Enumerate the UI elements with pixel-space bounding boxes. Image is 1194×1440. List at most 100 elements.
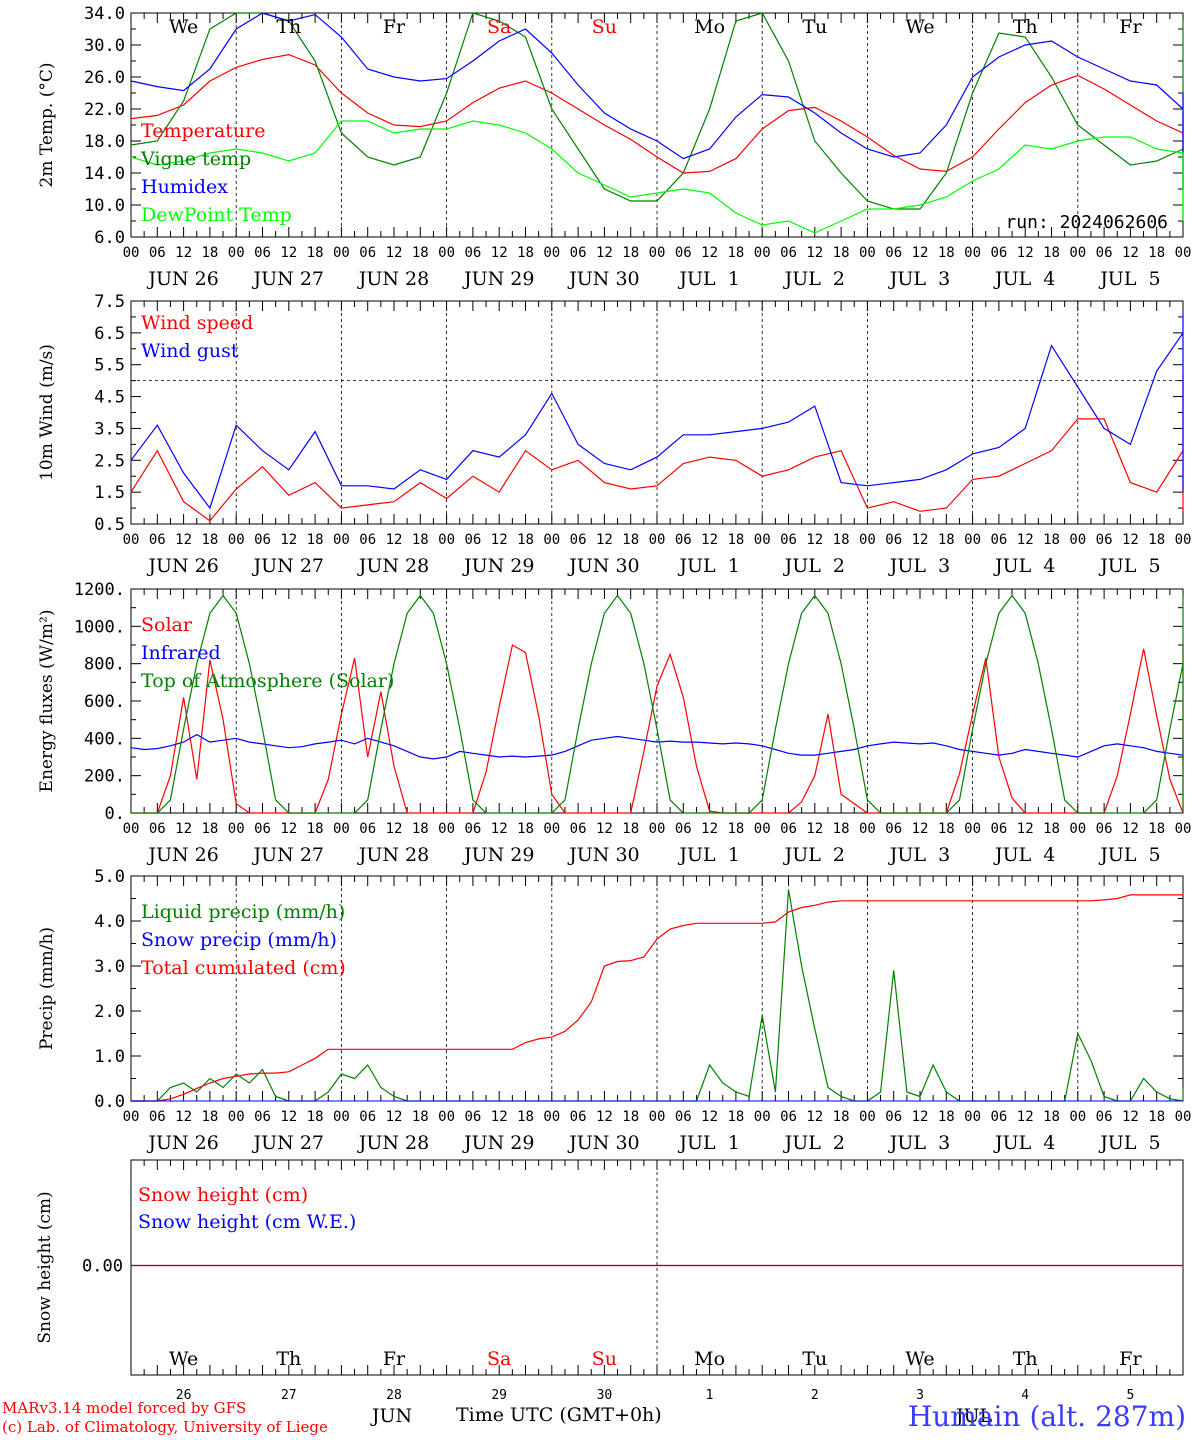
hour-tick-label: 06 — [990, 245, 1007, 261]
date-label: JUN 29 — [462, 1132, 534, 1154]
hour-tick-label: 12 — [806, 532, 823, 548]
legend-entry: Temperature — [141, 120, 265, 142]
hour-tick-label: 06 — [570, 1109, 587, 1125]
hour-tick-label: 00 — [543, 245, 560, 261]
date-label: JUN 30 — [567, 268, 639, 290]
run-annotation: run: 2024062606 — [1005, 212, 1168, 233]
hour-tick-label: 00 — [123, 821, 140, 837]
hour-tick-label: 00 — [333, 532, 350, 548]
legend-entry: Wind gust — [141, 340, 239, 362]
legend-entry: Vigne temp — [140, 148, 251, 170]
legend-entry: Top of Atmosphere (Solar) — [141, 670, 394, 692]
hour-tick-label: 06 — [359, 532, 376, 548]
date-label: JUL 5 — [1098, 844, 1160, 866]
hour-tick-label: 18 — [1043, 532, 1060, 548]
hour-tick-label: 18 — [1043, 821, 1060, 837]
y-tick-label: 6.0 — [94, 228, 125, 248]
weekday-label: Mo — [694, 1348, 725, 1370]
hour-tick-label: 18 — [833, 532, 850, 548]
hour-tick-label: 12 — [1017, 821, 1034, 837]
y-tick-label: 10.0 — [84, 196, 125, 216]
hour-tick-label: 18 — [201, 532, 218, 548]
hour-tick-label: 18 — [412, 821, 429, 837]
y-axis-label: Precip (mm/h) — [37, 927, 57, 1050]
hour-tick-label: 12 — [701, 1109, 718, 1125]
series-line-total-cumulated-cm- — [131, 894, 1184, 1102]
y-axis-label: Snow height (cm) — [35, 1191, 55, 1343]
y-tick-label: 2.5 — [94, 451, 125, 471]
hour-tick-label: 06 — [990, 1109, 1007, 1125]
hour-tick-label: 18 — [517, 532, 534, 548]
hour-tick-label: 06 — [1096, 245, 1113, 261]
y-axis-label: Energy fluxes (W/m²) — [37, 610, 57, 793]
hour-tick-label: 12 — [175, 245, 192, 261]
hour-tick-label: 00 — [649, 532, 666, 548]
hour-tick-label: 00 — [543, 1109, 560, 1125]
hour-tick-label: 12 — [491, 821, 508, 837]
date-label: JUL 5 — [1098, 555, 1160, 577]
date-label: JUN 27 — [252, 1132, 324, 1154]
date-label: JUN 28 — [357, 844, 429, 866]
hour-tick-label: 12 — [912, 821, 929, 837]
hour-tick-label: 06 — [675, 821, 692, 837]
hour-tick-label: 12 — [175, 1109, 192, 1125]
hour-tick-label: 18 — [1148, 532, 1165, 548]
weekday-label: Su — [592, 1348, 617, 1370]
day-number-label: 4 — [1021, 1388, 1029, 1403]
date-label: JUN 29 — [462, 844, 534, 866]
y-tick-label: 4.5 — [94, 388, 125, 408]
hour-tick-label: 00 — [1069, 1109, 1086, 1125]
date-label: JUL 3 — [888, 555, 950, 577]
hour-tick-label: 12 — [806, 1109, 823, 1125]
hour-tick-label: 12 — [280, 821, 297, 837]
hour-tick-label: 12 — [386, 245, 403, 261]
hour-tick-label: 00 — [438, 532, 455, 548]
hour-tick-label: 18 — [201, 245, 218, 261]
legend-entry: Total cumulated (cm) — [141, 957, 346, 979]
hour-tick-label: 06 — [675, 532, 692, 548]
hour-tick-label: 18 — [1148, 1109, 1165, 1125]
hour-tick-label: 06 — [464, 245, 481, 261]
hour-tick-label: 12 — [1017, 1109, 1034, 1125]
hour-tick-label: 12 — [912, 532, 929, 548]
date-label: JUL 1 — [677, 555, 739, 577]
y-axis-label: 10m Wind (m/s) — [37, 344, 57, 481]
y-tick-label: 400. — [84, 729, 125, 749]
hour-tick-label: 00 — [1069, 532, 1086, 548]
day-number-label: 28 — [386, 1388, 402, 1403]
hour-tick-label: 18 — [833, 1109, 850, 1125]
hour-tick-label: 12 — [912, 245, 929, 261]
y-tick-label: 1000. — [74, 617, 125, 637]
hour-tick-label: 12 — [701, 532, 718, 548]
hour-tick-label: 00 — [649, 1109, 666, 1125]
legend-entry: Liquid precip (mm/h) — [141, 901, 345, 923]
date-label: JUL 3 — [888, 268, 950, 290]
hour-tick-label: 00 — [859, 532, 876, 548]
hour-tick-label: 06 — [990, 532, 1007, 548]
hour-tick-label: 12 — [386, 821, 403, 837]
hour-tick-label: 18 — [307, 532, 324, 548]
hour-tick-label: 00 — [754, 245, 771, 261]
series-line-liquid-precip-mm-h- — [131, 889, 1184, 1102]
hour-tick-label: 06 — [359, 821, 376, 837]
hour-tick-label: 06 — [885, 532, 902, 548]
hour-tick-label: 12 — [175, 532, 192, 548]
date-label: JUL 5 — [1098, 1132, 1160, 1154]
y-tick-label: 30.0 — [84, 36, 125, 56]
panel-3 — [130, 588, 1184, 814]
y-tick-label: 18.0 — [84, 132, 125, 152]
hour-tick-label: 12 — [280, 245, 297, 261]
plot-frame — [130, 588, 1184, 814]
hour-tick-label: 12 — [596, 821, 613, 837]
hour-tick-label: 06 — [149, 1109, 166, 1125]
hour-tick-label: 12 — [1122, 1109, 1139, 1125]
panel-4 — [130, 875, 1184, 1102]
y-tick-label: 1200. — [74, 580, 125, 600]
panel-1 — [130, 12, 1184, 238]
y-tick-label: 800. — [84, 655, 125, 675]
panel-2 — [130, 300, 1184, 525]
hour-tick-label: 12 — [491, 245, 508, 261]
date-label: JUN 27 — [252, 844, 324, 866]
hour-tick-label: 06 — [990, 821, 1007, 837]
weekday-label: Tu — [802, 1348, 827, 1370]
